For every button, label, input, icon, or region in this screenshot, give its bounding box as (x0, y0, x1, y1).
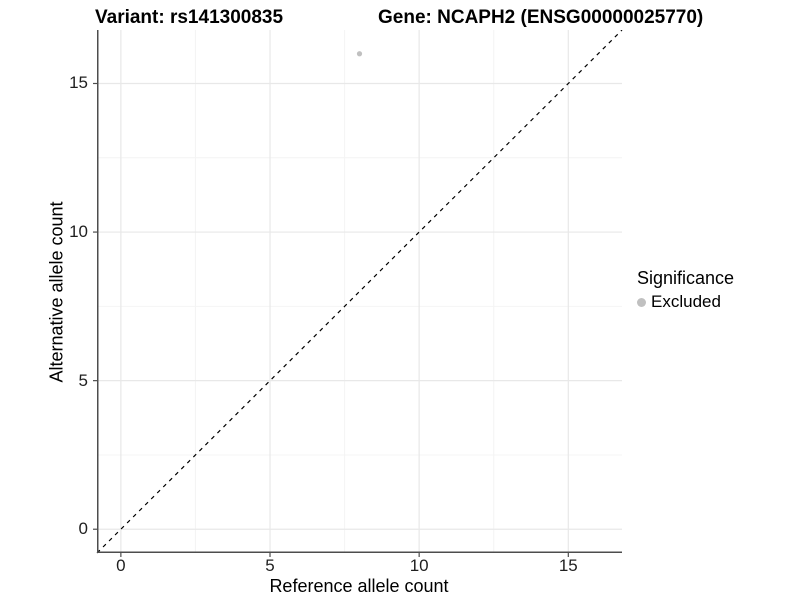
y-tick-label: 15 (69, 73, 88, 93)
x-tick-label: 15 (558, 556, 578, 575)
legend-entry-label: Excluded (651, 292, 721, 311)
plot-title-variant: Variant: rs141300835 (95, 7, 284, 28)
legend: Significance Excluded (637, 268, 734, 312)
x-tick-label: 10 (409, 556, 429, 575)
y-tick-label: 0 (78, 519, 88, 539)
data-point (356, 51, 363, 57)
legend-entry-excluded: Excluded (637, 292, 734, 312)
legend-key-point-icon (637, 297, 646, 307)
y-axis-title: Alternative allele count (46, 201, 67, 383)
x-tick-label: 5 (265, 556, 275, 575)
plot-title-gene: Gene: NCAPH2 (ENSG00000025770) (378, 7, 704, 28)
plot-panel (93, 30, 623, 557)
legend-title: Significance (637, 268, 735, 288)
identity-dashed-line (96, 30, 623, 554)
y-tick-label: 10 (69, 222, 88, 242)
x-axis-title: Reference allele count (269, 576, 449, 596)
x-tick-label: 0 (116, 556, 126, 575)
y-tick-label: 5 (78, 370, 88, 390)
